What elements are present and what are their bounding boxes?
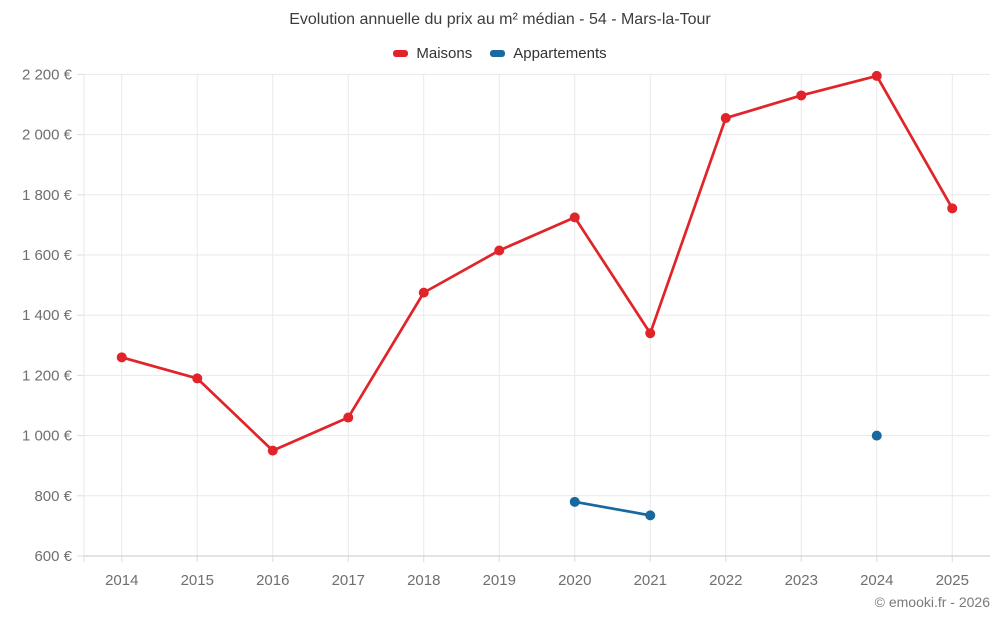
x-axis-label: 2018 bbox=[407, 572, 440, 589]
x-axis-label: 2022 bbox=[709, 572, 742, 589]
y-axis-label: 800 € bbox=[34, 488, 72, 505]
x-axis-label: 2016 bbox=[256, 572, 289, 589]
y-axis-label: 600 € bbox=[34, 548, 72, 565]
series-maisons bbox=[116, 70, 958, 456]
legend-label-appartements: Appartements bbox=[513, 45, 607, 62]
y-axis-label: 1 400 € bbox=[22, 307, 73, 324]
x-axis-label: 2020 bbox=[558, 572, 591, 589]
axes bbox=[77, 73, 990, 562]
y-axis-label: 1 600 € bbox=[22, 247, 73, 264]
data-point bbox=[947, 203, 958, 214]
data-point bbox=[192, 373, 203, 384]
chart-title: Evolution annuelle du prix au m² médian … bbox=[289, 11, 711, 28]
data-point bbox=[645, 510, 656, 521]
x-axis-label: 2017 bbox=[332, 572, 365, 589]
legend-label-maisons: Maisons bbox=[416, 45, 473, 62]
data-point bbox=[569, 212, 580, 223]
y-axis-label: 1 200 € bbox=[22, 367, 73, 384]
axis-labels: 600 € 800 € 1 000 € 1 200 € 1 400 € 1 600 € 1 … bbox=[22, 66, 969, 589]
y-axis-label: 2 200 € bbox=[22, 66, 73, 83]
data-point bbox=[116, 352, 127, 363]
x-axis-label: 2023 bbox=[785, 572, 818, 589]
data-point bbox=[871, 70, 882, 81]
x-axis-label: 2021 bbox=[634, 572, 667, 589]
data-point bbox=[720, 113, 731, 124]
y-axis-label: 2 000 € bbox=[22, 127, 73, 144]
appartements-series-marker-icon bbox=[490, 50, 506, 57]
data-point bbox=[796, 90, 807, 101]
data-point bbox=[343, 412, 354, 423]
data-point bbox=[267, 445, 278, 456]
x-axis-label: 2014 bbox=[105, 572, 138, 589]
data-point bbox=[418, 287, 429, 298]
y-axis-label: 1 800 € bbox=[22, 187, 73, 204]
series-appartements bbox=[569, 430, 882, 521]
data-point bbox=[871, 430, 882, 441]
x-axis-label: 2025 bbox=[936, 572, 969, 589]
x-axis-label: 2024 bbox=[860, 572, 893, 589]
legend-item-appartements[interactable]: Appartements bbox=[490, 45, 607, 62]
maisons-series-marker-icon bbox=[393, 50, 409, 57]
y-axis-label: 1 000 € bbox=[22, 428, 73, 445]
data-point bbox=[645, 328, 656, 339]
data-point bbox=[494, 245, 505, 256]
legend-item-maisons[interactable]: Maisons bbox=[393, 45, 472, 62]
data-point bbox=[569, 496, 580, 507]
legend: Maisons Appartements bbox=[0, 45, 1000, 62]
x-axis-label: 2019 bbox=[483, 572, 516, 589]
credit-text: © emooki.fr - 2026 bbox=[874, 594, 990, 610]
x-axis-label: 2015 bbox=[181, 572, 214, 589]
gridlines bbox=[83, 73, 990, 556]
